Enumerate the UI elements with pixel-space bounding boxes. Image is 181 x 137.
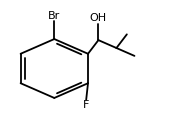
Text: OH: OH	[90, 13, 107, 23]
Text: Br: Br	[48, 11, 60, 21]
Text: F: F	[83, 100, 89, 110]
